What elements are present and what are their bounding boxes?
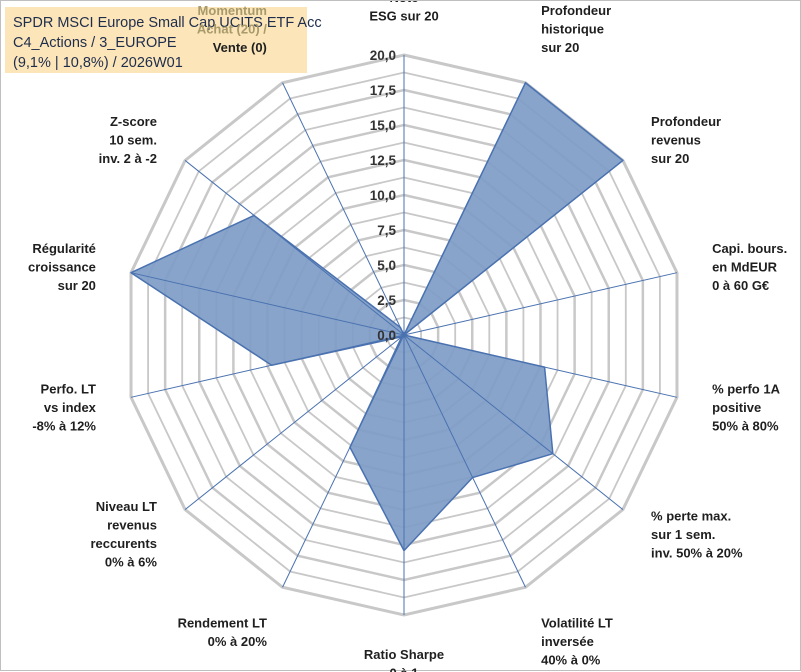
data-point xyxy=(472,477,473,478)
axis-label-line: inv. 50% à 20% xyxy=(651,545,743,560)
axis-label-line: historique xyxy=(541,21,604,36)
axis-label-line: 0% à 20% xyxy=(208,634,268,649)
axis-label-line: 10 sem. xyxy=(109,133,157,148)
tick-label: 20,0 xyxy=(370,48,396,63)
data-point xyxy=(131,272,132,273)
axis-label: Niveau LT revenus reccurents 0% à 6% xyxy=(90,499,157,570)
axis-label-line: Niveau LT xyxy=(96,499,157,514)
data-point xyxy=(525,82,526,83)
axis-label-line: Rendement LT xyxy=(178,616,267,631)
axis-label-line: Achat (20) / xyxy=(197,21,267,36)
data-point xyxy=(404,335,405,336)
tick-label: 5,0 xyxy=(377,258,396,273)
tick-label: 2,5 xyxy=(377,293,396,308)
data-point xyxy=(254,215,255,216)
axis-label: Momentum Achat (20) / Vente (0) xyxy=(197,3,267,55)
axis-label: % perfo 1A positive 50% à 80% xyxy=(712,382,781,434)
tick-label: 15,0 xyxy=(370,118,396,133)
tick-label: 12,5 xyxy=(370,153,397,168)
axis-label-line: Z-score xyxy=(110,114,157,129)
axis-label: Profondeur historique sur 20 xyxy=(541,3,611,55)
axis-label-line: sur 1 sem. xyxy=(651,527,715,542)
axis-label-line: 0 à 1 xyxy=(390,666,419,672)
axis-label-line: inversée xyxy=(541,634,594,649)
data-point xyxy=(404,550,405,551)
axis-label: Perfo. LT vs index -8% à 12% xyxy=(32,382,96,434)
axis-label: Z-score 10 sem. inv. 2 à -2 xyxy=(99,114,157,166)
axis-label: Capi. bours. en MdEUR 0 à 60 G€ xyxy=(712,241,787,293)
axis-label-line: sur 20 xyxy=(58,278,96,293)
axis-label-line: revenus xyxy=(107,518,157,533)
axis-label-line: positive xyxy=(712,400,761,415)
axis-label-line: 40% à 0% xyxy=(541,653,601,668)
axis-label: Profondeur revenus sur 20 xyxy=(651,114,721,166)
axis-label-line: sur 20 xyxy=(651,151,689,166)
tick-label: 10,0 xyxy=(370,188,396,203)
data-point xyxy=(552,453,553,454)
data-point xyxy=(544,367,545,368)
axis-label: Volatilité LT inversée 40% à 0% xyxy=(541,616,613,668)
axis-label-line: 0 à 60 G€ xyxy=(712,278,769,293)
axis-label-line: % perfo 1A xyxy=(712,382,781,397)
axis-label-line: Note xyxy=(390,1,419,5)
axis-label-line: Vente (0) xyxy=(213,40,267,55)
data-point xyxy=(271,365,272,366)
axis-label-line: % perte max. xyxy=(651,508,731,523)
axis-label-line: 50% à 80% xyxy=(712,419,779,434)
axis-label-line: Volatilité LT xyxy=(541,616,613,631)
axis-label-line: 0% à 6% xyxy=(105,555,157,570)
axis-label-line: -8% à 12% xyxy=(32,419,96,434)
axis-label: % perte max. sur 1 sem. inv. 50% à 20% xyxy=(651,508,743,560)
tick-label: 17,5 xyxy=(370,83,397,98)
data-point xyxy=(349,447,350,448)
axis-label-line: Profondeur xyxy=(541,3,611,18)
axis-label-line: Perfo. LT xyxy=(41,382,96,397)
axis-label-line: Profondeur xyxy=(651,114,721,129)
data-point xyxy=(400,327,401,328)
axis-label-line: revenus xyxy=(651,133,701,148)
axis-label-line: Régularité xyxy=(32,241,96,256)
axis-label-line: croissance xyxy=(28,259,96,274)
axis-label-line: inv. 2 à -2 xyxy=(99,151,157,166)
axis-label-line: sur 20 xyxy=(541,40,579,55)
axis-label-line: en MdEUR xyxy=(712,259,778,274)
axis-label-line: ESG sur 20 xyxy=(369,9,438,24)
data-point xyxy=(401,336,402,337)
axis-label: Note ESG sur 20 xyxy=(369,1,438,24)
tick-label: 0,0 xyxy=(377,328,396,343)
axis-label-line: Capi. bours. xyxy=(712,241,787,256)
axis-label-line: vs index xyxy=(44,400,97,415)
axis-label-line: Ratio Sharpe xyxy=(364,647,444,662)
axis-label: Ratio Sharpe 0 à 1 xyxy=(364,647,444,672)
tick-label: 7,5 xyxy=(377,223,396,238)
axis-label-line: reccurents xyxy=(90,536,156,551)
data-point xyxy=(622,160,623,161)
axis-label: Régularité croissance sur 20 xyxy=(28,241,96,293)
axis-label: Rendement LT 0% à 20% xyxy=(178,616,268,650)
axis-label-line: Momentum xyxy=(198,3,267,18)
